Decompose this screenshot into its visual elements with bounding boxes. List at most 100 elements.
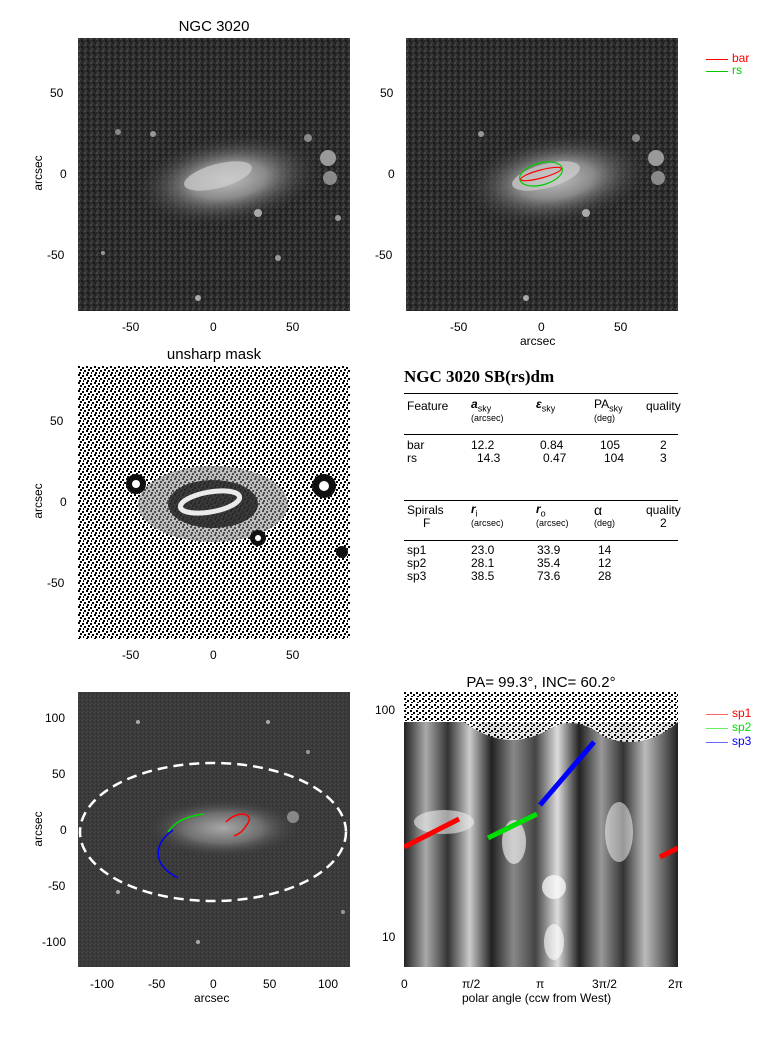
- legend-sp2-label: sp2: [732, 720, 752, 734]
- spiral-alpha: 14: [598, 543, 612, 557]
- disk-ellipse: [78, 761, 348, 903]
- feature-a: 12.2: [471, 438, 495, 452]
- legend-sp3-label: sp3: [732, 734, 752, 748]
- panel1-title: NGC 3020: [178, 18, 250, 35]
- panel1-xtick: -50: [122, 320, 140, 334]
- ro-subscript: o: [540, 508, 546, 519]
- panel5-xtick: 100: [318, 977, 339, 991]
- panel2-ytick: 50: [380, 86, 394, 100]
- panel5-ytick: 50: [52, 767, 66, 781]
- sp2-arm: [167, 813, 205, 833]
- panel5-ytick: -50: [48, 879, 66, 893]
- panel5-xtick: 0: [210, 977, 217, 991]
- ri-unit: (arcsec): [471, 518, 504, 529]
- panel1-xtick: 0: [210, 320, 217, 334]
- panel3-xtick: 0: [210, 648, 217, 662]
- alpha-symbol: α: [594, 502, 603, 518]
- panel5-ytick: 0: [60, 823, 67, 837]
- pa-subscript: sky: [609, 403, 623, 414]
- spirals-header-rule: [404, 540, 678, 541]
- panel5-xtick: -100: [90, 977, 115, 991]
- panel6-xlabel: polar angle (ccw from West): [462, 991, 612, 1005]
- feature-pa: 105: [600, 438, 621, 452]
- panel6-title: PA= 99.3°, INC= 60.2°: [466, 674, 616, 691]
- legend-sp3-line: [706, 742, 728, 743]
- panel5-xlabel: arcsec: [194, 991, 230, 1005]
- sp3-trace: [538, 740, 596, 807]
- spirals-top-rule: [404, 500, 678, 501]
- panel6-ytick: 100: [375, 703, 396, 717]
- panel2-xtick: 50: [614, 320, 628, 334]
- feature-quality: 2: [660, 438, 667, 452]
- spirals-header-class: F: [423, 516, 431, 530]
- spiral-arms-panel: [78, 692, 350, 967]
- a-subscript: sky: [477, 403, 492, 414]
- table-rule: [404, 393, 678, 394]
- panel1-ytick: 0: [60, 167, 67, 181]
- spirals-header-ri: ri (arcsec): [471, 502, 504, 528]
- panel1-xtick: 50: [286, 320, 300, 334]
- spirals-header-alpha: α (deg): [594, 502, 615, 528]
- panel6-xtick: 0: [401, 977, 408, 991]
- panel2-xtick: -50: [450, 320, 468, 334]
- spiral-ri: 23.0: [471, 543, 495, 557]
- pa-unit: (deg): [594, 413, 616, 424]
- panel2-ytick: 0: [388, 167, 395, 181]
- galaxy-ellipse-svg: [406, 38, 678, 311]
- panel6-xtick: 2π: [668, 977, 683, 991]
- spiral-arms-svg: [78, 692, 350, 967]
- spiral-ri: 28.1: [471, 556, 495, 570]
- features-header-pa: PAsky (deg): [594, 397, 623, 423]
- spiral-name: sp3: [407, 569, 427, 583]
- spiral-ro: 35.4: [537, 556, 561, 570]
- legend-sp1-label: sp1: [732, 706, 752, 720]
- legend-sp2-line: [706, 728, 728, 729]
- panel3-ylabel: arcsec: [31, 483, 45, 519]
- galaxy-image-panel: [78, 38, 350, 311]
- legend-rs-line: [706, 71, 728, 72]
- features-header-rule: [404, 434, 678, 435]
- polar-plot-panel: [404, 692, 678, 967]
- feature-quality: 3: [660, 451, 667, 465]
- ri-symbol: r: [471, 502, 476, 516]
- panel6-xtick: π: [536, 977, 545, 991]
- unsharp-mask-svg: [78, 366, 350, 639]
- bar-ellipse: [520, 166, 562, 182]
- spiral-alpha: 12: [598, 556, 612, 570]
- ri-subscript: i: [475, 508, 478, 519]
- legend-bar-label: bar: [732, 51, 750, 65]
- spiral-ri: 38.5: [471, 569, 495, 583]
- spiral-alpha: 28: [598, 569, 612, 583]
- features-header-quality: quality: [646, 399, 681, 413]
- pa-symbol: PA: [594, 397, 610, 411]
- feature-eps: 0.84: [540, 438, 564, 452]
- panel3-title: unsharp mask: [166, 346, 262, 363]
- unsharp-mask-panel: [78, 366, 350, 639]
- sp3-arm: [157, 829, 179, 879]
- features-header-feature: Feature: [407, 399, 449, 413]
- panel5-ytick: 100: [45, 711, 66, 725]
- panel1-ytick: -50: [47, 248, 65, 262]
- legend-sp1-line: [706, 714, 728, 715]
- panel1-ylabel: arcsec: [31, 155, 45, 191]
- panel3-ytick: -50: [47, 576, 65, 590]
- panel3-ytick: 50: [50, 414, 64, 428]
- ro-unit: (arcsec): [536, 518, 569, 529]
- feature-pa: 104: [604, 451, 625, 465]
- feature-eps: 0.47: [543, 451, 567, 465]
- eps-symbol: ε: [536, 397, 542, 411]
- spirals-header-label: Spirals: [407, 503, 444, 517]
- feature-name: bar: [407, 438, 425, 452]
- features-header-a: asky (arcsec): [471, 397, 504, 423]
- panel6-xtick: 3π/2: [592, 977, 617, 991]
- rs-ellipse: [518, 161, 564, 187]
- features-header-eps: εsky: [536, 397, 555, 413]
- alpha-unit: (deg): [594, 518, 616, 528]
- eps-subscript: sky: [541, 403, 556, 414]
- panel5-ylabel: arcsec: [31, 811, 45, 847]
- polar-plot-svg: [404, 692, 678, 967]
- panel5-xtick: -50: [148, 977, 166, 991]
- a-unit: (arcsec): [471, 413, 504, 424]
- ro-symbol: r: [536, 502, 541, 516]
- feature-name: rs: [407, 451, 417, 465]
